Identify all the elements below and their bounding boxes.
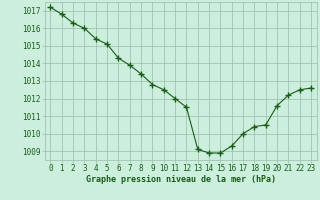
X-axis label: Graphe pression niveau de la mer (hPa): Graphe pression niveau de la mer (hPa) bbox=[86, 175, 276, 184]
